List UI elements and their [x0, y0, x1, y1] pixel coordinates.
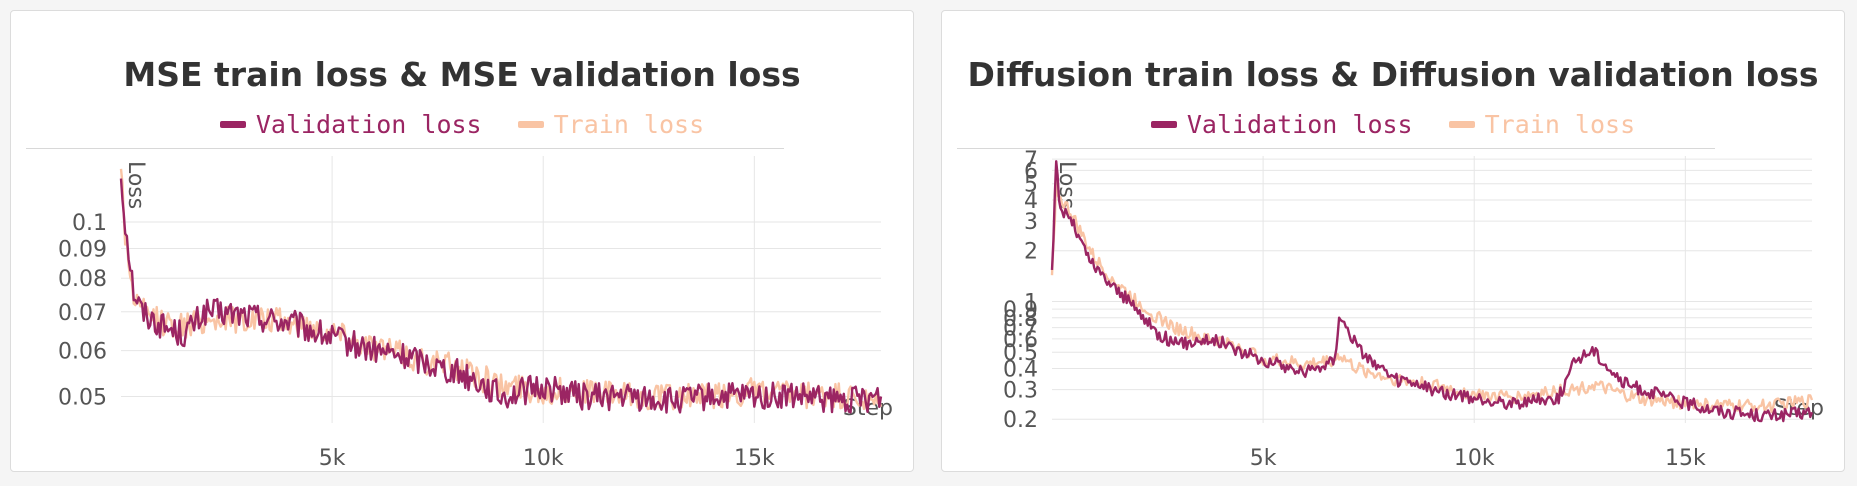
x-tick-label: 15k	[734, 446, 775, 471]
legend-label-train: Train loss	[1484, 110, 1636, 139]
chart-title: MSE train loss & MSE validation loss	[123, 55, 801, 94]
chart-legend: Validation loss Train loss	[11, 110, 913, 139]
y-tick-label: 0.09	[58, 238, 107, 263]
y-tick-label: 0.5	[1003, 341, 1038, 366]
legend-label-train: Train loss	[553, 110, 705, 139]
legend-label-validation: Validation loss	[1186, 110, 1413, 139]
series-line-validation	[119, 178, 883, 414]
y-tick-label: 2	[1024, 240, 1038, 265]
legend-swatch-validation	[219, 121, 246, 128]
y-tick-label: 0.6	[1003, 328, 1038, 353]
y-tick-label: 0.08	[58, 267, 107, 292]
series-line-train	[1050, 178, 1814, 414]
legend-swatch-train	[1448, 121, 1475, 128]
legend-item-validation[interactable]: Validation loss	[219, 110, 482, 139]
legend-swatch-train	[517, 121, 544, 128]
y-tick-label: 6	[1024, 159, 1038, 184]
x-tick-label: 5k	[319, 446, 346, 471]
chart-title: Diffusion train loss & Diffusion validat…	[967, 55, 1819, 94]
y-tick-label: 0.4	[1003, 358, 1038, 383]
chart-panel-diffusion: Diffusion train loss & Diffusion validat…	[941, 10, 1845, 472]
legend-label-validation: Validation loss	[255, 110, 482, 139]
y-tick-label: 0.07	[58, 301, 107, 326]
y-tick-label: 0.8	[1003, 307, 1038, 332]
x-tick-label: 15k	[1665, 446, 1706, 471]
legend-item-train[interactable]: Train loss	[517, 110, 705, 139]
y-tick-label: 4	[1024, 189, 1038, 214]
y-tick-label: 1	[1024, 290, 1038, 315]
y-tick-label: 0.05	[58, 385, 107, 410]
legend-divider	[957, 148, 1715, 149]
y-tick-label: 0.7	[1003, 317, 1038, 342]
legend-divider	[26, 148, 784, 149]
y-tick-label: 0.9	[1003, 298, 1038, 323]
legend-swatch-validation	[1150, 121, 1177, 128]
chart-legend: Validation loss Train loss	[942, 110, 1844, 139]
y-tick-label: 0.3	[1003, 379, 1038, 404]
y-tick-label: 3	[1024, 210, 1038, 235]
series-line-train	[119, 168, 883, 411]
y-tick-label: 7	[1024, 148, 1038, 173]
y-axis-label: Loss	[123, 161, 148, 209]
x-tick-label: 10k	[1454, 446, 1495, 471]
chart-panel-mse: MSE train loss & MSE validation loss Val…	[10, 10, 914, 472]
y-tick-label: 0.06	[58, 340, 107, 365]
legend-item-train[interactable]: Train loss	[1448, 110, 1636, 139]
y-tick-label: 5	[1024, 173, 1038, 198]
y-tick-label: 0.1	[72, 211, 107, 236]
series-line-validation	[1050, 160, 1814, 423]
x-tick-label: 5k	[1250, 446, 1277, 471]
legend-item-validation[interactable]: Validation loss	[1150, 110, 1413, 139]
y-tick-label: 0.2	[1003, 408, 1038, 433]
x-tick-label: 10k	[523, 446, 564, 471]
